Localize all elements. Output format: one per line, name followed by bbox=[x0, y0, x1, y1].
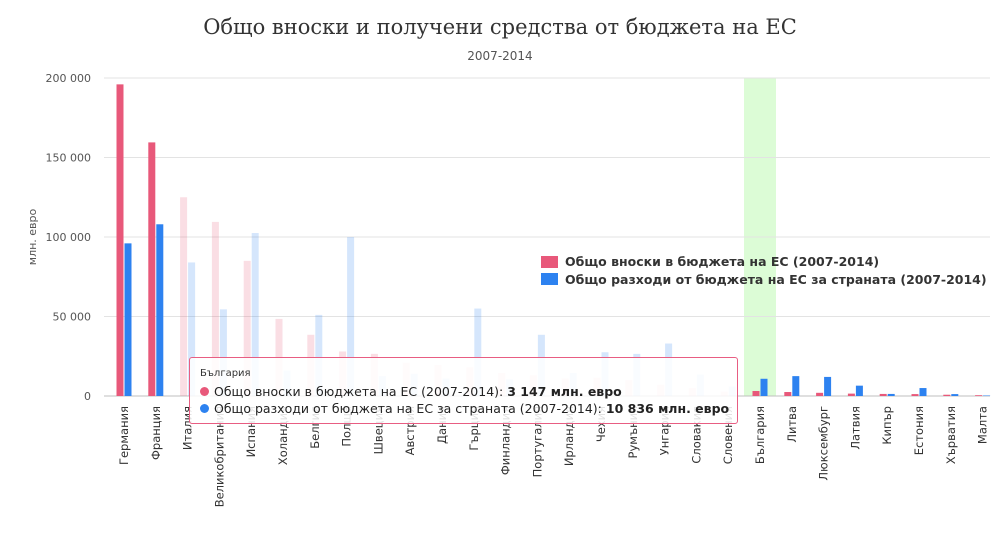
tooltip-value: 10 836 млн. евро bbox=[605, 401, 730, 416]
x-tick-label: България bbox=[753, 406, 767, 464]
bar-expenditure-3[interactable] bbox=[219, 309, 227, 396]
bar-expenditure-23[interactable] bbox=[855, 385, 863, 396]
x-tick-label: Литва bbox=[785, 406, 799, 443]
dot-icon bbox=[200, 387, 209, 396]
bar-contribution-26[interactable] bbox=[943, 394, 951, 396]
y-axis: 0 50 000 100 000 150 000 200 000 bbox=[46, 72, 92, 403]
bar-contribution-4[interactable] bbox=[243, 260, 251, 396]
bar-contribution-27[interactable] bbox=[975, 395, 983, 396]
bar-contribution-20[interactable] bbox=[752, 390, 760, 396]
legend-label-expenditure[interactable]: Общо разходи от бюджета на ЕС за странат… bbox=[565, 272, 987, 287]
y-tick-label: 50 000 bbox=[53, 311, 92, 324]
tooltip-row-expenditure: Общо разходи от бюджета на ЕС за странат… bbox=[200, 400, 730, 417]
bar-expenditure-21[interactable] bbox=[792, 376, 800, 396]
x-tick-label: Малта bbox=[976, 406, 990, 444]
tooltip: България Общо вноски в бюджета на ЕС (20… bbox=[189, 357, 738, 424]
bar-contribution-2[interactable] bbox=[180, 197, 188, 396]
bar-contribution-1[interactable] bbox=[148, 142, 156, 396]
bar-contribution-21[interactable] bbox=[784, 392, 792, 396]
x-tick-label: Великобритания bbox=[212, 406, 226, 507]
tooltip-value: 3 147 млн. евро bbox=[507, 384, 622, 399]
bar-contribution-25[interactable] bbox=[911, 394, 919, 396]
bar-expenditure-0[interactable] bbox=[124, 243, 132, 396]
bar-expenditure-1[interactable] bbox=[156, 224, 164, 396]
bar-expenditure-4[interactable] bbox=[251, 233, 259, 396]
bar-expenditure-7[interactable] bbox=[347, 237, 355, 396]
bar-expenditure-20[interactable] bbox=[760, 378, 768, 396]
y-tick-label: 100 000 bbox=[46, 231, 92, 244]
x-tick-label: Франция bbox=[149, 406, 163, 460]
tooltip-row-contributions: Общо вноски в бюджета на ЕС (2007-2014):… bbox=[200, 383, 727, 400]
legend-label-contributions[interactable]: Общо вноски в бюджета на ЕС (2007-2014) bbox=[565, 254, 879, 269]
tooltip-label: Общо разходи от бюджета на ЕС за странат… bbox=[214, 401, 606, 416]
legend[interactable]: Общо вноски в бюджета на ЕС (2007-2014) … bbox=[541, 254, 987, 287]
x-tick-label: Латвия bbox=[848, 406, 862, 450]
bar-contribution-23[interactable] bbox=[847, 393, 855, 396]
x-tick-label: Хърватия bbox=[944, 406, 958, 464]
x-tick-label: Люксембург bbox=[817, 406, 831, 481]
y-tick-label: 200 000 bbox=[46, 72, 92, 85]
bars[interactable] bbox=[116, 84, 991, 397]
y-tick-label: 150 000 bbox=[46, 152, 92, 165]
bar-expenditure-24[interactable] bbox=[887, 393, 895, 396]
x-tick-label: Естония bbox=[912, 406, 926, 455]
x-tick-label: Кипър bbox=[880, 406, 894, 445]
bar-expenditure-26[interactable] bbox=[951, 394, 959, 396]
bar-contribution-22[interactable] bbox=[816, 392, 824, 396]
bar-expenditure-6[interactable] bbox=[315, 314, 323, 396]
bar-expenditure-2[interactable] bbox=[188, 262, 196, 396]
bar-expenditure-25[interactable] bbox=[919, 388, 927, 396]
chart-title: Общо вноски и получени средства от бюдже… bbox=[203, 15, 797, 39]
x-tick-label: Германия bbox=[117, 406, 131, 465]
y-tick-label: 0 bbox=[84, 390, 91, 403]
grid bbox=[104, 77, 990, 397]
bar-expenditure-27[interactable] bbox=[983, 395, 991, 397]
tooltip-label: Общо вноски в бюджета на ЕС (2007-2014): bbox=[214, 384, 508, 399]
tooltip-title: България bbox=[200, 368, 251, 379]
bar-expenditure-22[interactable] bbox=[824, 376, 832, 396]
y-axis-label: млн. евро bbox=[26, 208, 39, 265]
bar-contribution-0[interactable] bbox=[116, 84, 124, 397]
dot-icon bbox=[200, 404, 209, 413]
bar-expenditure-11[interactable] bbox=[474, 308, 482, 396]
bar-contribution-3[interactable] bbox=[211, 221, 219, 396]
legend-swatch-expenditure bbox=[541, 273, 558, 285]
legend-swatch-contributions bbox=[541, 256, 558, 268]
chart-subtitle: 2007-2014 bbox=[467, 49, 532, 63]
bar-contribution-24[interactable] bbox=[879, 393, 887, 396]
